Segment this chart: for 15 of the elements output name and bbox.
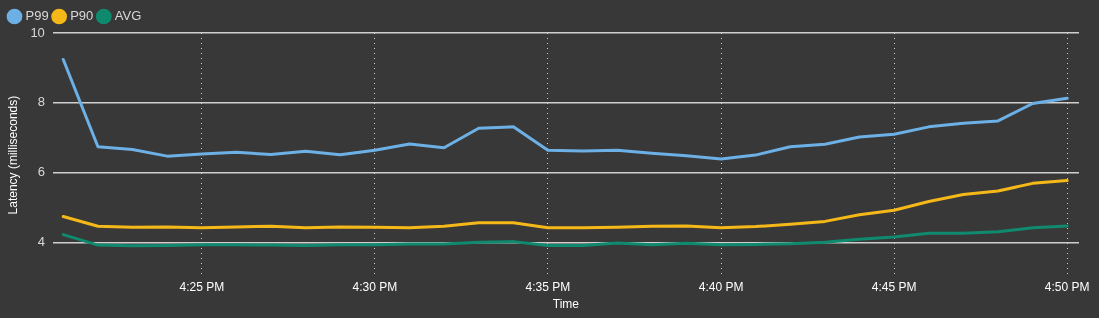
x-tick-label: 4:25 PM (179, 279, 225, 294)
y-tick-label: 4 (37, 233, 45, 249)
y-axis-title: Latency (milliseconds) (5, 95, 20, 215)
y-tick-label: 8 (37, 94, 45, 110)
x-tick-label: 4:40 PM (698, 279, 744, 294)
legend-label: AVG (114, 8, 142, 24)
legend-label: P90 (70, 8, 94, 24)
x-tick-label: 4:45 PM (871, 279, 917, 294)
x-tick-label: 4:30 PM (352, 279, 398, 294)
legend-label: P99 (25, 8, 49, 24)
x-tick-label: 4:50 PM (1044, 279, 1090, 294)
y-tick-label: 6 (37, 164, 45, 180)
x-tick-label: 4:35 PM (525, 279, 571, 294)
x-axis-title: Time (552, 297, 580, 312)
y-tick-label: 10 (30, 24, 45, 40)
